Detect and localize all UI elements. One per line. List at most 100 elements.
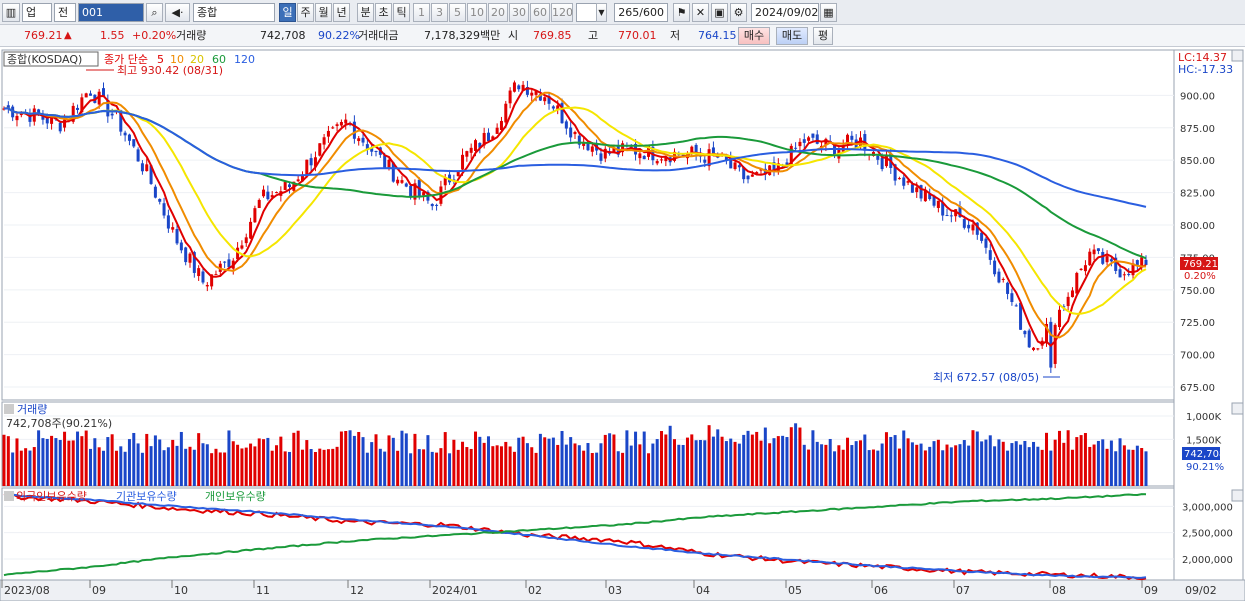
- volume-bar: [811, 430, 815, 486]
- buy-button[interactable]: 매수: [738, 27, 770, 45]
- interval-5[interactable]: 5: [449, 3, 466, 22]
- volume-panel-button[interactable]: [1231, 402, 1244, 415]
- volume-bar: [915, 444, 919, 486]
- candle-body: [755, 172, 759, 174]
- candle-body: [798, 141, 802, 147]
- volume-bar: [486, 436, 490, 486]
- volume-bar: [292, 432, 296, 486]
- candle-body: [621, 143, 625, 153]
- volume-bar: [1040, 449, 1044, 486]
- volume-bar: [906, 438, 910, 486]
- gear-icon[interactable]: ⚙: [730, 3, 747, 22]
- volume-bar: [785, 437, 789, 486]
- candle-body: [482, 132, 486, 146]
- market-select[interactable]: 업: [22, 3, 52, 22]
- candle-body: [179, 242, 183, 251]
- interval-60[interactable]: 60: [530, 3, 550, 22]
- volume-bar: [28, 450, 32, 486]
- candle-body: [1079, 268, 1083, 270]
- interval-10[interactable]: 10: [467, 3, 487, 22]
- volume-bar: [114, 450, 118, 486]
- open-value: 769.85: [533, 29, 572, 42]
- volume-bar: [205, 444, 209, 486]
- candle-body: [15, 115, 19, 121]
- volume-bar: [136, 443, 140, 486]
- period-second[interactable]: 초: [375, 3, 392, 22]
- sound-icon[interactable]: ◀·: [165, 3, 190, 22]
- candle-body: [201, 271, 205, 283]
- candle-body: [127, 134, 131, 141]
- holdings-line-2: [3, 493, 1147, 577]
- period-day[interactable]: 일: [279, 3, 296, 22]
- calendar-icon[interactable]: ▦: [820, 3, 837, 22]
- interval-120[interactable]: 120: [551, 3, 573, 22]
- chart-type-icon[interactable]: ▥: [2, 3, 20, 22]
- tools-icon[interactable]: ✕: [692, 3, 709, 22]
- candle-body: [495, 127, 499, 134]
- interval-1[interactable]: 1: [413, 3, 430, 22]
- candle-body: [993, 260, 997, 275]
- ma-5-label: 5: [157, 53, 164, 66]
- period-tick[interactable]: 틱: [393, 3, 410, 22]
- volume-bar: [318, 448, 322, 486]
- candle-body: [910, 184, 914, 193]
- volume-bar: [348, 430, 352, 486]
- volume-bar: [590, 453, 594, 486]
- volume-bar: [37, 430, 41, 486]
- candle-body: [84, 93, 88, 98]
- chevron-down-icon[interactable]: ▼: [596, 3, 607, 22]
- volume-bar: [210, 453, 214, 486]
- interval-30[interactable]: 30: [509, 3, 529, 22]
- date-field[interactable]: 2024/09/02: [751, 3, 819, 22]
- count-field[interactable]: 265/600: [614, 3, 668, 22]
- period-week[interactable]: 주: [297, 3, 314, 22]
- candle-body: [300, 174, 304, 182]
- interval-3[interactable]: 3: [431, 3, 448, 22]
- volume-bar: [621, 452, 625, 486]
- period-minute[interactable]: 분: [357, 3, 374, 22]
- volume-bar: [218, 452, 222, 486]
- candle-body: [556, 105, 560, 110]
- price-chart[interactable]: 900.00875.00850.00825.00800.00775.00750.…: [0, 47, 1245, 601]
- panel-maximize-button[interactable]: [1231, 49, 1244, 62]
- volume-bar: [889, 436, 893, 486]
- volume-bar: [400, 430, 404, 486]
- candle-body: [210, 274, 214, 287]
- save-icon[interactable]: ▣: [711, 3, 728, 22]
- volume-bar: [443, 432, 447, 486]
- volume-bar: [296, 430, 300, 486]
- candle-body: [132, 139, 136, 147]
- volume-bar: [794, 423, 798, 486]
- candle-body: [296, 179, 300, 182]
- candle-body: [249, 221, 253, 239]
- type-select[interactable]: 전: [54, 3, 76, 22]
- individual-holdings-label: 개인보유수량: [205, 490, 266, 503]
- candle-body: [305, 159, 309, 175]
- candle-body: [958, 206, 962, 218]
- volume-bar: [551, 437, 555, 486]
- period-year[interactable]: 년: [333, 3, 350, 22]
- volume-bar: [313, 451, 317, 486]
- code-input[interactable]: 001: [78, 3, 144, 22]
- search-icon[interactable]: ⌕: [146, 3, 163, 22]
- volume-bar: [932, 441, 936, 486]
- holdings-panel-button[interactable]: [1231, 489, 1244, 502]
- indicator-icon[interactable]: ⚑: [673, 3, 690, 22]
- up-arrow-icon: ▲: [64, 30, 72, 41]
- volume-bar: [322, 449, 326, 486]
- candle-body: [288, 184, 291, 188]
- volume-bar: [214, 448, 218, 486]
- volume-bar: [439, 448, 443, 486]
- volume-last-pct: 90.21%: [1186, 462, 1224, 473]
- candle-body: [106, 99, 110, 117]
- period-month[interactable]: 월: [315, 3, 332, 22]
- sell-button[interactable]: 매도: [776, 27, 808, 45]
- interval-20[interactable]: 20: [488, 3, 508, 22]
- eval-button[interactable]: 평: [813, 27, 833, 45]
- volume-bar: [275, 445, 279, 486]
- volume-bar: [603, 434, 607, 486]
- volume-bar: [672, 439, 676, 486]
- volume-label: 거래량: [176, 29, 207, 42]
- candle-body: [192, 252, 196, 273]
- candle-body: [538, 94, 542, 101]
